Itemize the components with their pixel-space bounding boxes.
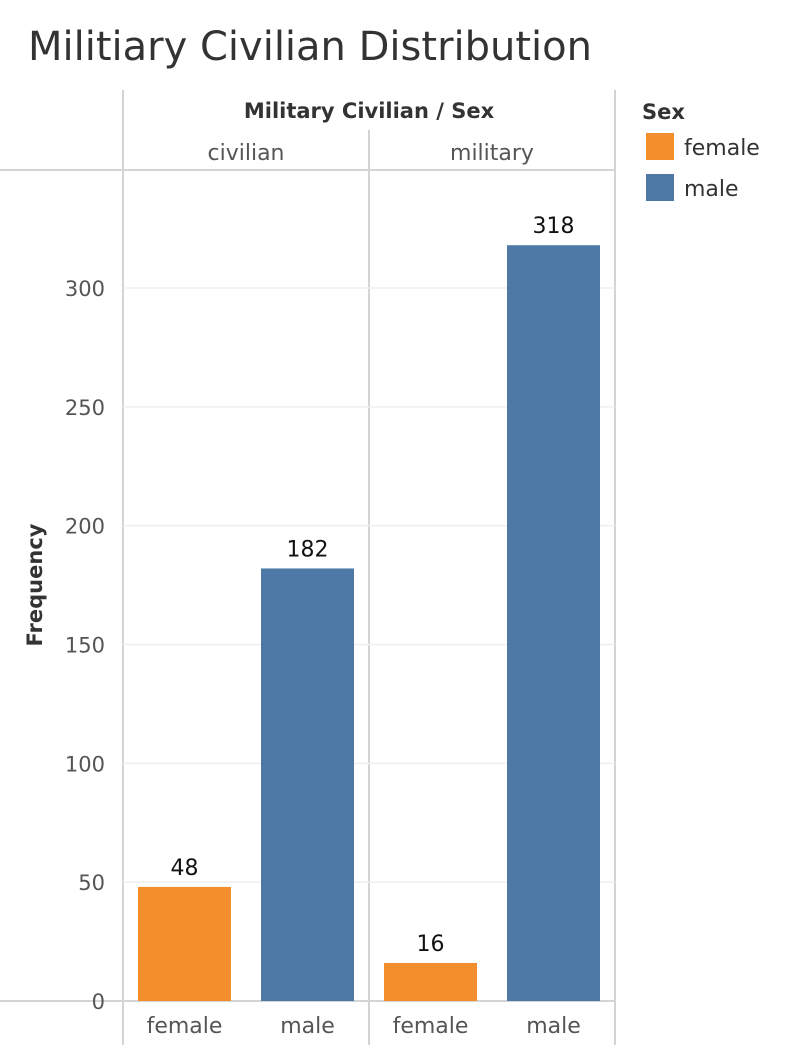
y-tick-label: 200 [65,515,105,539]
y-axis-ticks: 0 50 100 150 200 250 300 [65,277,105,1014]
data-label: 182 [287,537,329,562]
bar-civilian-male [261,568,354,1001]
bar-military-male [507,245,600,1002]
legend-label: male [684,177,739,202]
y-tick-label: 250 [65,396,105,420]
x-tick-label: female [393,1014,469,1039]
panel-header-label: civilian [208,141,285,166]
y-tick-label: 300 [65,277,105,301]
panel-civilian: civilian 48 female 182 male [138,141,354,1039]
data-label: 48 [171,856,199,881]
y-tick-label: 50 [78,871,105,895]
legend-swatch-female [646,133,674,160]
x-tick-label: female [147,1014,223,1039]
chart-title: Militiary Civilian Distribution [28,24,592,70]
y-tick-label: 100 [65,752,105,776]
panel-military: military 16 female 318 male [384,141,600,1039]
chart-panels: civilian 48 female 182 male military 16 female 3… [138,141,600,1039]
legend-swatch-male [646,174,674,201]
y-tick-label: 150 [65,634,105,658]
data-label: 318 [533,214,575,239]
legend: Sex female male [642,100,760,202]
panel-header-label: military [450,141,534,166]
legend-title: Sex [642,100,685,124]
data-label: 16 [417,932,445,957]
bar-military-female [384,962,477,1001]
y-axis-label: Frequency [23,523,47,646]
legend-label: female [684,136,760,161]
x-tick-label: male [280,1014,335,1039]
column-header-title: Military Civilian / Sex [244,99,495,123]
bar-civilian-female [138,886,231,1001]
y-tick-label: 0 [92,990,105,1014]
x-tick-label: male [526,1014,581,1039]
